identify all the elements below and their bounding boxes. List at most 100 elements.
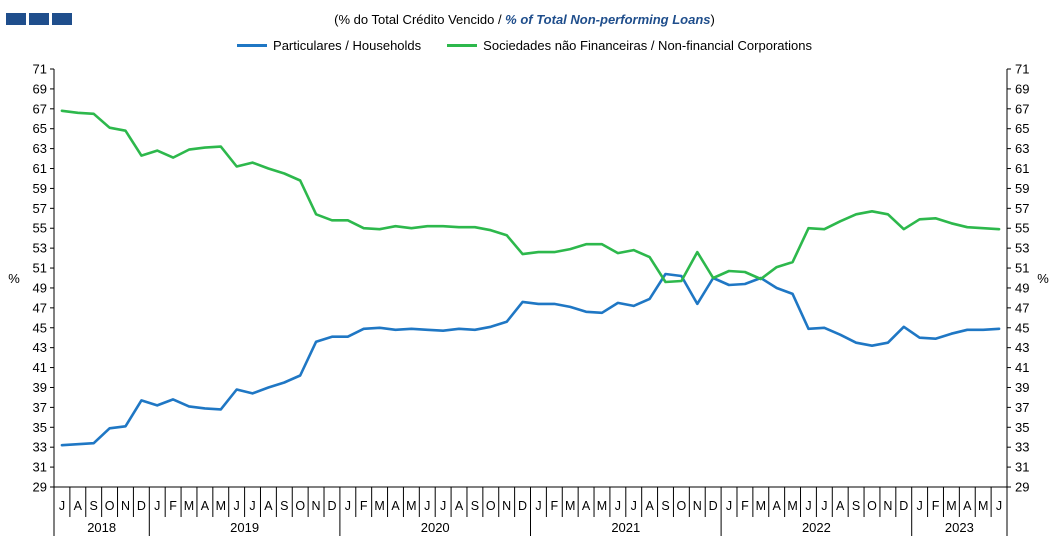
legend-item-corporations: Sociedades não Financeiras / Non-financi… <box>447 38 812 53</box>
y-tick-label-right: 53 <box>1015 241 1029 256</box>
x-month-label: N <box>883 499 892 513</box>
x-month-label: S <box>280 499 288 513</box>
x-month-label: A <box>645 499 654 513</box>
y-tick-label-left: 31 <box>33 460 47 475</box>
title-close: ) <box>710 12 715 27</box>
y-tick-label-left: 41 <box>33 360 47 375</box>
y-tick-label-left: 47 <box>33 300 47 315</box>
y-tick-label-left: 45 <box>33 320 47 335</box>
x-month-label: A <box>836 499 845 513</box>
x-month-label: O <box>105 499 115 513</box>
y-tick-label-right: 63 <box>1015 141 1029 156</box>
y-tick-label-left: 37 <box>33 400 47 415</box>
decorative-bar-3 <box>52 13 72 25</box>
x-month-label: D <box>899 499 908 513</box>
x-year-label: 2023 <box>945 520 974 535</box>
y-tick-label-right: 65 <box>1015 121 1029 136</box>
legend-label-corporations: Sociedades não Financeiras / Non-financi… <box>483 38 812 53</box>
y-tick-label-right: 55 <box>1015 221 1029 236</box>
x-month-label: S <box>852 499 860 513</box>
y-axis-label-right: % <box>1037 271 1049 286</box>
y-tick-label-left: 65 <box>33 121 47 136</box>
y-tick-label-right: 43 <box>1015 340 1029 355</box>
y-tick-label-left: 49 <box>33 280 47 295</box>
x-month-label: D <box>327 499 336 513</box>
y-tick-label-left: 43 <box>33 340 47 355</box>
y-tick-label-right: 69 <box>1015 81 1029 96</box>
y-tick-label-left: 57 <box>33 201 47 216</box>
y-tick-label-left: 35 <box>33 420 47 435</box>
x-month-label: M <box>978 499 988 513</box>
x-year-label: 2022 <box>802 520 831 535</box>
x-month-label: J <box>726 499 732 513</box>
x-month-label: A <box>391 499 400 513</box>
x-month-label: A <box>582 499 591 513</box>
y-tick-label-right: 47 <box>1015 300 1029 315</box>
y-tick-label-right: 45 <box>1015 320 1029 335</box>
series-line-corporations <box>60 109 1001 284</box>
x-month-label: O <box>295 499 305 513</box>
x-month-label: M <box>756 499 766 513</box>
y-tick-label-left: 51 <box>33 261 47 276</box>
x-year-label: 2018 <box>87 520 116 535</box>
y-tick-label-left: 39 <box>33 380 47 395</box>
y-tick-label-left: 71 <box>33 62 47 77</box>
x-month-label: J <box>154 499 160 513</box>
x-month-label: O <box>867 499 877 513</box>
x-month-label: F <box>741 499 749 513</box>
x-month-label: N <box>121 499 130 513</box>
y-tick-label-left: 69 <box>33 81 47 96</box>
x-month-label: M <box>216 499 226 513</box>
decorative-bar-2 <box>29 13 49 25</box>
x-month-label: N <box>312 499 321 513</box>
y-tick-label-right: 29 <box>1015 480 1029 495</box>
x-month-label: F <box>169 499 177 513</box>
x-month-label: A <box>201 499 210 513</box>
x-month-label: A <box>264 499 273 513</box>
x-month-label: O <box>677 499 687 513</box>
x-month-label: J <box>424 499 430 513</box>
x-month-label: F <box>360 499 368 513</box>
x-month-label: M <box>184 499 194 513</box>
legend-swatch-households <box>237 44 268 47</box>
y-tick-label-right: 39 <box>1015 380 1029 395</box>
y-tick-label-right: 31 <box>1015 460 1029 475</box>
x-month-label: M <box>406 499 416 513</box>
x-month-label: M <box>946 499 956 513</box>
x-month-label: S <box>471 499 479 513</box>
y-tick-label-right: 57 <box>1015 201 1029 216</box>
legend-swatch-corporations <box>447 44 478 47</box>
title-en: % of Total Non-performing Loans <box>505 12 711 27</box>
y-tick-label-right: 67 <box>1015 101 1029 116</box>
x-month-label: S <box>661 499 669 513</box>
x-month-label: A <box>773 499 782 513</box>
y-tick-label-left: 53 <box>33 241 47 256</box>
title-pt: (% do Total Crédito Vencido / <box>334 12 506 27</box>
x-month-label: F <box>551 499 559 513</box>
x-month-label: J <box>996 499 1002 513</box>
x-month-label: S <box>90 499 98 513</box>
series-line-households <box>60 272 1001 447</box>
x-month-label: J <box>234 499 240 513</box>
y-tick-label-right: 37 <box>1015 400 1029 415</box>
x-month-label: J <box>440 499 446 513</box>
y-tick-label-left: 29 <box>33 480 47 495</box>
x-month-label: J <box>535 499 541 513</box>
y-tick-label-left: 33 <box>33 440 47 455</box>
x-year-label: 2019 <box>230 520 259 535</box>
y-tick-label-left: 67 <box>33 101 47 116</box>
y-tick-label-left: 59 <box>33 181 47 196</box>
x-month-label: J <box>821 499 827 513</box>
y-axis-label-left: % <box>8 271 20 286</box>
x-month-label: J <box>345 499 351 513</box>
x-month-label: M <box>565 499 575 513</box>
legend: Particulares / Households Sociedades não… <box>0 38 1049 53</box>
y-tick-label-left: 55 <box>33 221 47 236</box>
x-month-label: N <box>502 499 511 513</box>
x-year-label: 2020 <box>421 520 450 535</box>
y-tick-label-right: 61 <box>1015 161 1029 176</box>
y-tick-label-left: 61 <box>33 161 47 176</box>
x-month-label: M <box>787 499 797 513</box>
legend-item-households: Particulares / Households <box>237 38 421 53</box>
